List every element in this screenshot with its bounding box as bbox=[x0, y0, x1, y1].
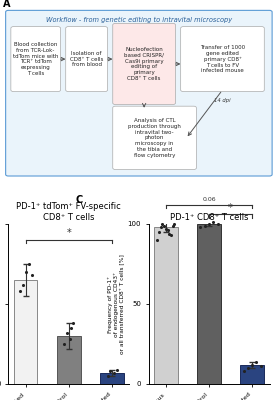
Point bbox=[108, 368, 112, 374]
Point bbox=[169, 232, 173, 238]
Point bbox=[167, 230, 172, 237]
Text: A: A bbox=[3, 0, 10, 9]
Text: Blood collection
from TCR-Lok-
tdTom mice with
TCR⁺ tdTom
expressing
T cells: Blood collection from TCR-Lok- tdTom mic… bbox=[13, 42, 58, 76]
Y-axis label: Frequency of PD-1⁺
of endogenous CD43⁺
or all transferred CD8⁺ T cells [%]: Frequency of PD-1⁺ of endogenous CD43⁺ o… bbox=[108, 254, 125, 354]
Point bbox=[241, 368, 246, 374]
Bar bbox=[14, 280, 37, 384]
FancyBboxPatch shape bbox=[6, 10, 272, 176]
Point bbox=[23, 269, 28, 275]
FancyBboxPatch shape bbox=[113, 23, 175, 104]
Point bbox=[258, 363, 263, 370]
Text: 14 dpi: 14 dpi bbox=[214, 98, 231, 103]
Point bbox=[165, 227, 170, 234]
Text: Isolation of
CD8⁺ T cells
from blood: Isolation of CD8⁺ T cells from blood bbox=[70, 51, 103, 67]
FancyBboxPatch shape bbox=[66, 27, 108, 92]
Point bbox=[115, 366, 119, 373]
Text: Transfer of 1000
gene edited
primary CD8⁺
T cells to FV
infected mouse: Transfer of 1000 gene edited primary CD8… bbox=[200, 45, 245, 73]
Text: Analysis of CTL
production through
intravital two-
photon
microscopy in
the tibi: Analysis of CTL production through intra… bbox=[128, 118, 181, 158]
Point bbox=[69, 325, 73, 331]
Point bbox=[62, 341, 67, 347]
Point bbox=[170, 222, 175, 229]
Point bbox=[215, 221, 220, 227]
Point bbox=[254, 358, 259, 365]
Point bbox=[198, 224, 203, 230]
Point bbox=[64, 330, 69, 336]
Title: PD-1⁺ CD8⁺ T cells: PD-1⁺ CD8⁺ T cells bbox=[170, 213, 248, 222]
FancyBboxPatch shape bbox=[181, 27, 264, 92]
Point bbox=[211, 219, 216, 226]
FancyBboxPatch shape bbox=[113, 106, 196, 170]
Point bbox=[105, 373, 110, 379]
Point bbox=[164, 226, 168, 232]
Point bbox=[29, 272, 34, 278]
Point bbox=[67, 336, 72, 342]
Text: Workflow - from genetic editing to intravital microscopy: Workflow - from genetic editing to intra… bbox=[46, 17, 232, 23]
Point bbox=[18, 288, 23, 294]
Point bbox=[202, 222, 207, 229]
Point bbox=[111, 370, 116, 376]
Point bbox=[172, 221, 177, 227]
Bar bbox=[57, 336, 81, 384]
FancyBboxPatch shape bbox=[11, 27, 60, 92]
Text: C: C bbox=[76, 195, 83, 205]
Text: 0.06: 0.06 bbox=[202, 197, 216, 202]
Bar bbox=[197, 224, 221, 384]
Title: PD-1⁺ tdTom⁺ FV-specific
CD8⁺ T cells: PD-1⁺ tdTom⁺ FV-specific CD8⁺ T cells bbox=[16, 202, 121, 222]
Point bbox=[71, 320, 75, 326]
Point bbox=[162, 222, 166, 229]
Point bbox=[160, 221, 165, 227]
Point bbox=[27, 261, 31, 267]
Point bbox=[158, 224, 163, 230]
Text: Nucleofection
based CRISPR/
Cas9i primary
editing of
primary
CD8⁺ T cells: Nucleofection based CRISPR/ Cas9i primar… bbox=[124, 47, 164, 81]
Point bbox=[207, 221, 211, 227]
Bar bbox=[100, 373, 124, 384]
Point bbox=[246, 365, 250, 371]
Point bbox=[155, 237, 160, 243]
Bar bbox=[240, 365, 264, 384]
Point bbox=[21, 282, 25, 288]
Bar bbox=[154, 227, 178, 384]
Text: *: * bbox=[228, 203, 233, 213]
Text: *: * bbox=[66, 228, 71, 238]
Point bbox=[250, 362, 254, 368]
Point bbox=[157, 229, 161, 235]
